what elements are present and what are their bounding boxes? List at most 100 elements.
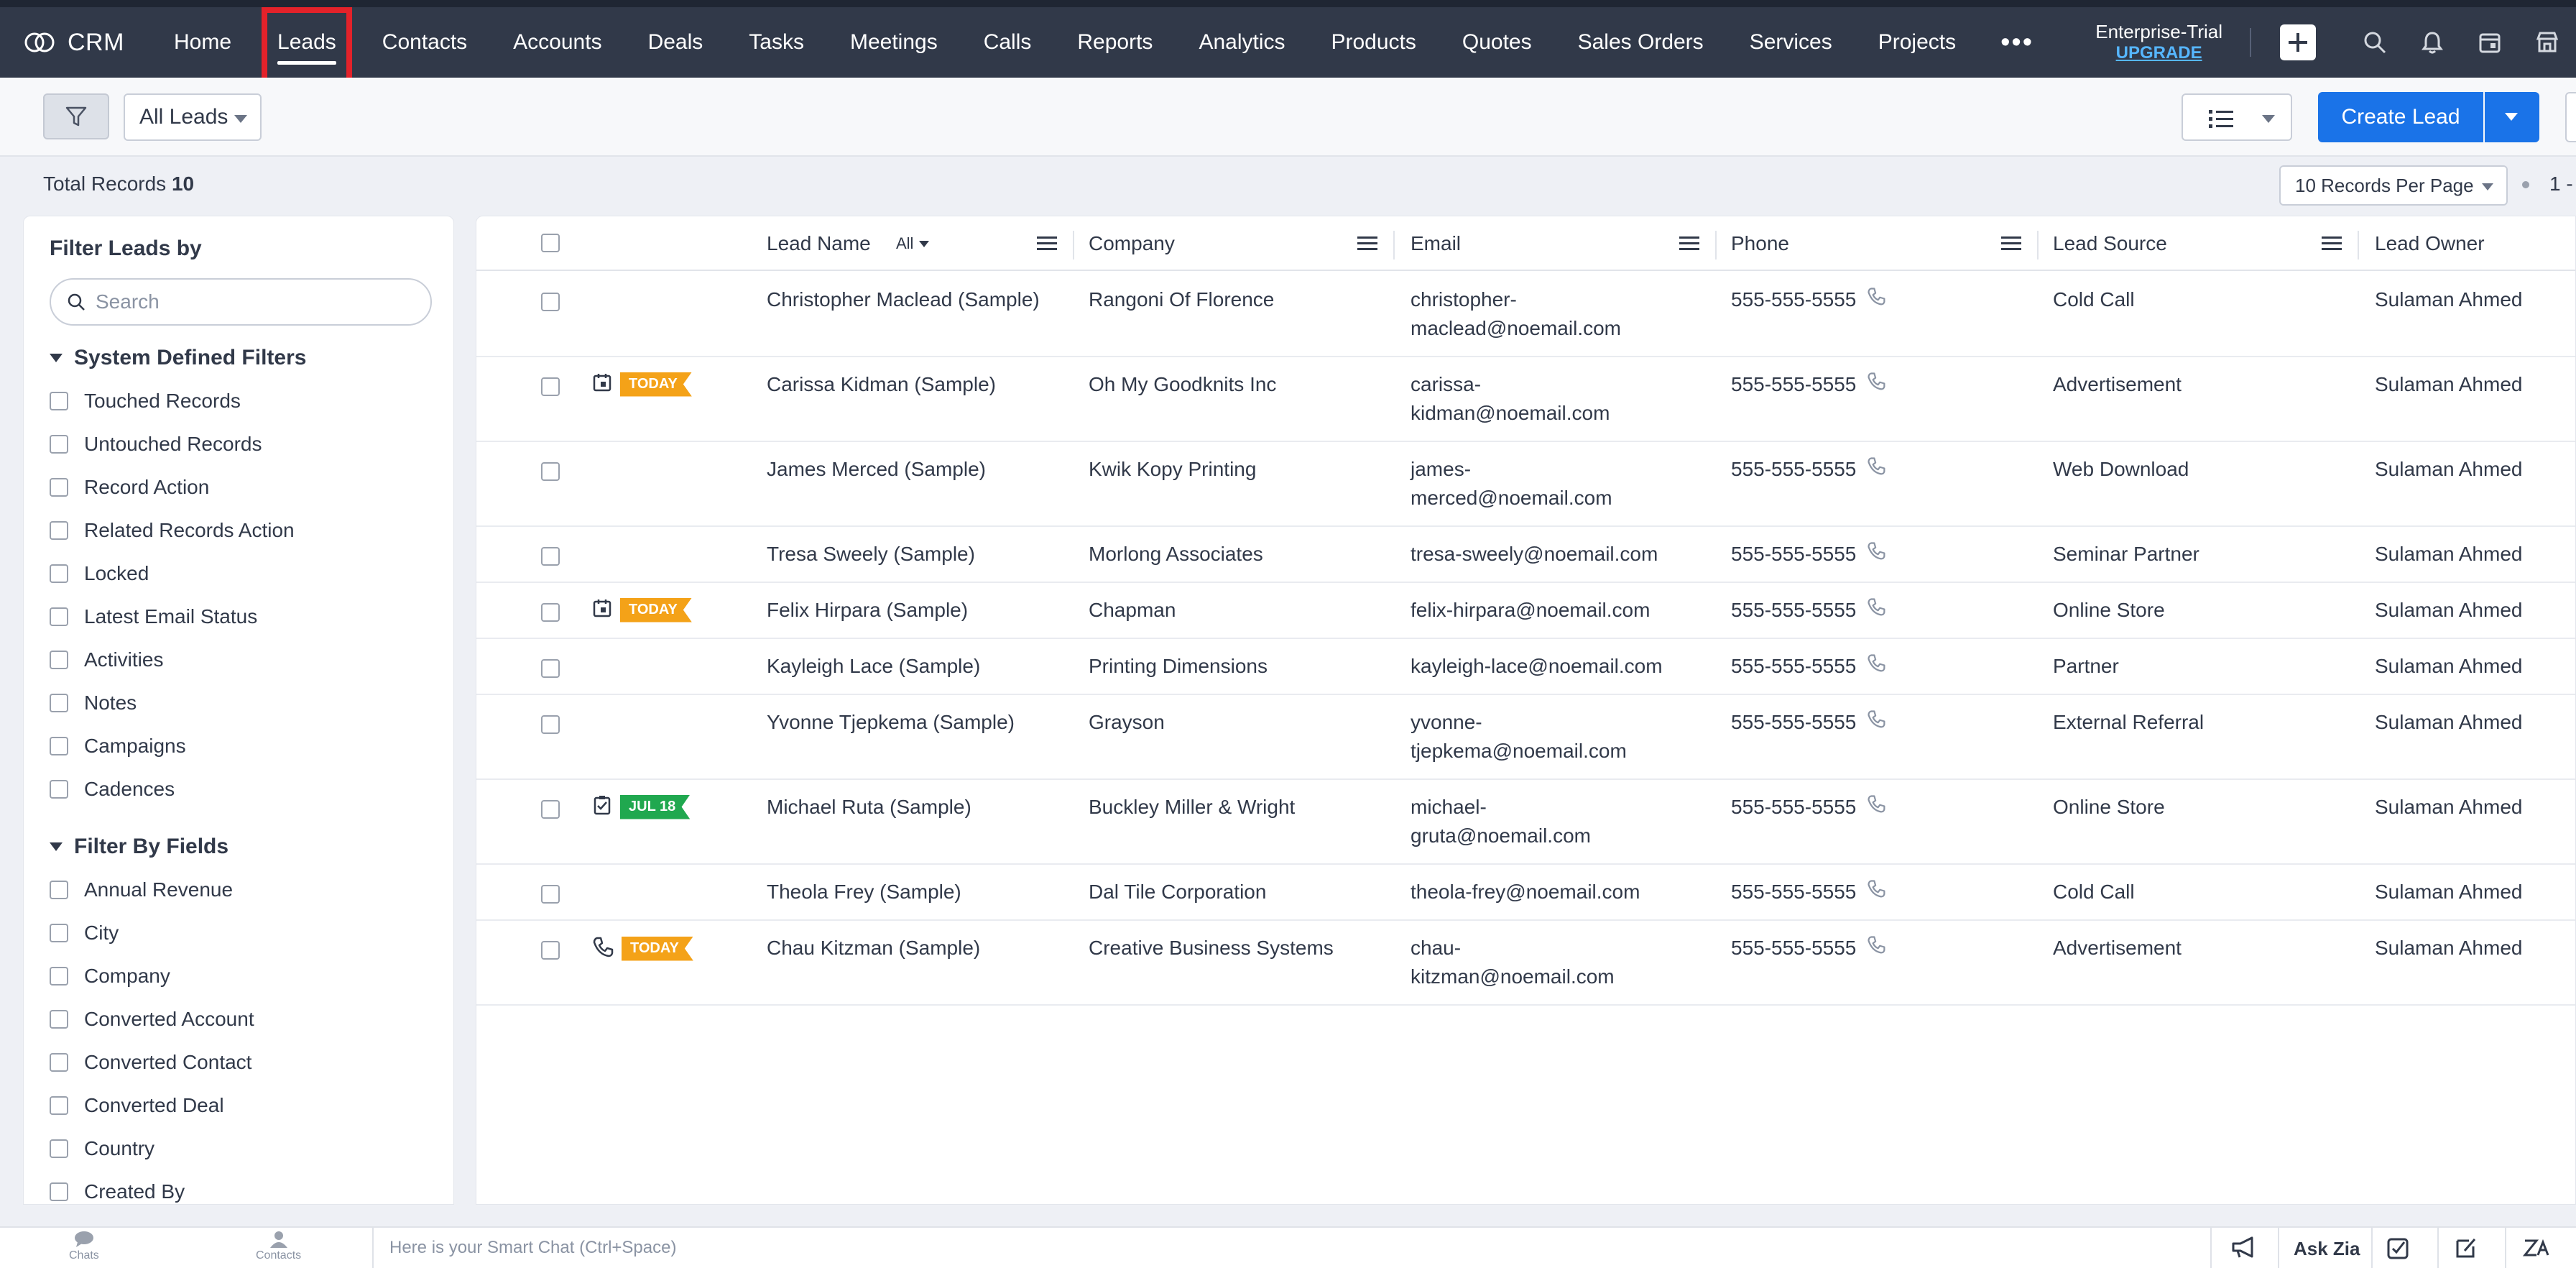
table-row[interactable]: Christopher Maclead (Sample) Rangoni Of F… [476,272,2575,357]
table-row[interactable]: TODAY Carissa Kidman (Sample) Oh My Goodkn… [476,357,2575,442]
lead-name-link[interactable]: James Merced (Sample) [767,458,986,480]
search-button[interactable] [2346,21,2404,64]
nav-tab-accounts[interactable]: Accounts [490,7,624,78]
filter-checkbox[interactable] [50,392,68,410]
list-view-switcher[interactable] [2182,93,2292,141]
column-menu-icon[interactable] [2322,235,2342,252]
phone-icon[interactable] [1856,652,1886,681]
lead-name-filter[interactable]: All [896,216,930,271]
row-checkbox[interactable] [541,293,560,311]
phone-icon[interactable] [1856,455,1886,484]
nav-tab-home[interactable]: Home [151,7,254,78]
nav-tab-sales-orders[interactable]: Sales Orders [1555,7,1727,78]
edit-note-icon[interactable] [2453,1235,2479,1261]
field-filter-created-by[interactable]: Created By [50,1170,254,1204]
filter-checkbox[interactable] [50,1139,68,1158]
upgrade-link[interactable]: UPGRADE [2115,43,2202,63]
row-checkbox[interactable] [541,377,560,396]
filter-checkbox[interactable] [50,1053,68,1072]
phone-cell[interactable]: 555-555-5555 [1731,455,1886,484]
filter-checkbox[interactable] [50,1182,68,1201]
row-checkbox[interactable] [541,462,560,481]
column-menu-icon[interactable] [1679,235,1699,252]
lead-name-link[interactable]: Theola Frey (Sample) [767,881,961,903]
filter-checkbox[interactable] [50,1096,68,1115]
system-filter-record-action[interactable]: Record Action [50,466,295,509]
filter-checkbox[interactable] [50,607,68,626]
filter-checkbox[interactable] [50,564,68,583]
table-row[interactable]: TODAY Chau Kitzman (Sample) Creative Busin… [476,921,2575,1006]
email-link[interactable]: christopher-maclead@noemail.com [1411,285,1621,343]
phone-cell[interactable]: 555-555-5555 [1731,878,1886,906]
filter-checkbox[interactable] [50,737,68,755]
lead-name-link[interactable]: Chau Kitzman (Sample) [767,937,981,959]
phone-icon[interactable] [1856,540,1886,569]
translate-icon[interactable] [2522,1235,2551,1261]
marketplace-button[interactable] [2519,21,2576,64]
phone-cell[interactable]: 555-555-5555 [1731,934,1886,963]
column-phone[interactable]: Phone [1731,232,1789,254]
crm-logo[interactable]: CRM [22,29,151,57]
system-filter-campaigns[interactable]: Campaigns [50,725,295,768]
nav-tab-meetings[interactable]: Meetings [827,7,961,78]
sidebar-search[interactable] [50,278,432,326]
phone-cell[interactable]: 555-555-5555 [1731,370,1886,399]
filter-checkbox[interactable] [50,651,68,669]
phone-cell[interactable]: 555-555-5555 [1731,540,1886,569]
phone-cell[interactable]: 555-555-5555 [1731,285,1886,314]
filter-checkbox[interactable] [50,924,68,942]
checklist-icon[interactable] [2386,1235,2411,1261]
lead-name-link[interactable]: Carissa Kidman (Sample) [767,373,996,395]
filter-checkbox[interactable] [50,521,68,540]
nav-tab-deals[interactable]: Deals [625,7,726,78]
nav-tab-calls[interactable]: Calls [961,7,1055,78]
system-filter-related-records-action[interactable]: Related Records Action [50,509,295,552]
more-actions-button[interactable] [2565,92,2576,142]
email-link[interactable]: michael-gruta@noemail.com [1411,793,1591,850]
column-lead-name[interactable]: Lead Name [767,232,871,254]
lead-name-link[interactable]: Kayleigh Lace (Sample) [767,655,981,677]
column-email[interactable]: Email [1411,232,1462,254]
column-menu-icon[interactable] [1037,235,1057,252]
row-checkbox[interactable] [541,715,560,734]
phone-icon[interactable] [1856,878,1886,906]
filter-checkbox[interactable] [50,1010,68,1029]
filter-checkbox[interactable] [50,780,68,799]
system-filter-activities[interactable]: Activities [50,638,295,681]
lead-name-link[interactable]: Yvonne Tjepkema (Sample) [767,711,1015,733]
filter-checkbox[interactable] [50,694,68,712]
system-filter-latest-email-status[interactable]: Latest Email Status [50,595,295,638]
email-link[interactable]: tresa-sweely@noemail.com [1411,540,1658,569]
email-link[interactable]: yvonne-tjepkema@noemail.com [1411,708,1627,766]
view-selector[interactable]: All Leads [124,93,262,141]
email-link[interactable]: felix-hirpara@noemail.com [1411,596,1650,625]
system-filter-notes[interactable]: Notes [50,681,295,725]
phone-icon[interactable] [1856,793,1886,822]
table-row[interactable]: Yvonne Tjepkema (Sample) Grayson yvonne-tj… [476,695,2575,780]
quick-create-button[interactable] [2280,24,2316,60]
activity-indicator[interactable]: TODAY [591,597,692,622]
activity-indicator[interactable]: JUL 18 [591,794,691,819]
email-link[interactable]: kayleigh-lace@noemail.com [1411,652,1663,681]
megaphone-icon[interactable] [2230,1235,2258,1259]
row-checkbox[interactable] [541,800,560,819]
row-checkbox[interactable] [541,547,560,566]
phone-cell[interactable]: 555-555-5555 [1731,708,1886,737]
email-link[interactable]: james-merced@noemail.com [1411,455,1612,513]
phone-cell[interactable]: 555-555-5555 [1731,596,1886,625]
row-checkbox[interactable] [541,885,560,904]
system-filter-cadences[interactable]: Cadences [50,768,295,811]
field-filter-converted-deal[interactable]: Converted Deal [50,1084,254,1127]
sidebar-search-input[interactable] [96,290,412,313]
field-filter-converted-account[interactable]: Converted Account [50,998,254,1041]
field-filter-converted-contact[interactable]: Converted Contact [50,1041,254,1084]
create-lead-dropdown[interactable] [2485,92,2539,142]
activity-indicator[interactable]: TODAY [591,935,693,962]
create-lead-button[interactable]: Create Lead [2318,92,2483,142]
phone-icon[interactable] [1856,370,1886,399]
email-link[interactable]: carissa-kidman@noemail.com [1411,370,1610,428]
nav-tab-products[interactable]: Products [1308,7,1439,78]
calendar-button[interactable] [2461,21,2519,64]
column-lead-owner[interactable]: Lead Owner [2375,232,2485,254]
row-checkbox[interactable] [541,659,560,678]
